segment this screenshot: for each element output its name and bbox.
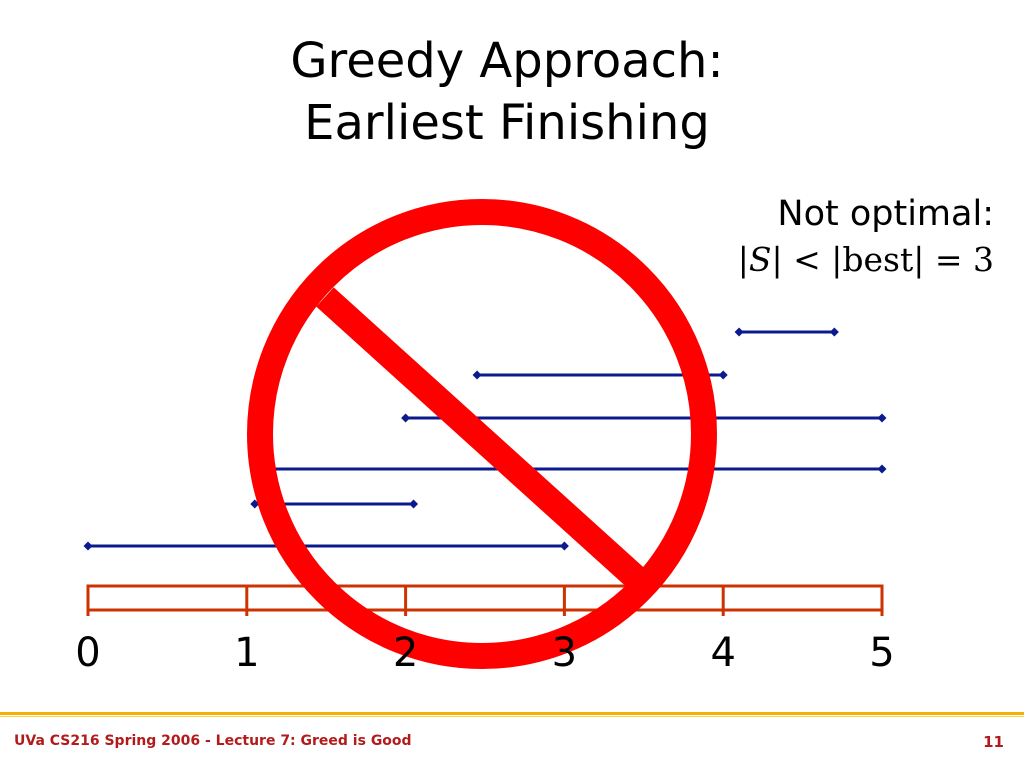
not-optimal-label: Not optimal: [777,194,994,234]
prohibition-slash-icon [316,287,645,588]
interval-endpoint [734,327,744,337]
interval-endpoint [829,327,839,337]
axis-tick-label: 5 [869,630,895,676]
comparison-text: | < |best| = 3 [771,240,994,279]
title-line-1: Greedy Approach: [290,33,724,89]
set-size-comparison: |S| < |best| = 3 [738,238,994,282]
interval-endpoint [877,413,887,423]
page-number: 11 [983,733,1004,751]
interval-endpoint [472,370,482,380]
axis-tick-label: 0 [75,630,101,676]
set-symbol: S [748,240,772,279]
footer-rule-thin [0,716,1024,717]
interval-endpoint [409,499,419,509]
set-bar-open: | [737,240,749,279]
timeline-bar [86,584,884,612]
interval-endpoint [718,370,728,380]
title-line-2: Earliest Finishing [304,95,710,151]
interval-endpoint [401,413,411,423]
interval-endpoint [559,541,569,551]
footer-course-text: UVa CS216 Spring 2006 - Lecture 7: Greed… [14,733,412,749]
axis-tick-label: 3 [551,630,578,676]
interval-endpoint [83,541,93,551]
not-optimal-note: Not optimal: |S| < |best| = 3 [738,190,994,282]
axis-tick-label: 4 [710,630,736,676]
interval-endpoint [877,464,887,474]
slide-title: Greedy Approach: Earliest Finishing [0,30,1014,154]
axis-tick-label: 1 [234,630,260,676]
axis-tick-label: 2 [392,630,419,676]
prohibition-circle-icon [247,199,717,669]
footer-rule [0,712,1024,715]
